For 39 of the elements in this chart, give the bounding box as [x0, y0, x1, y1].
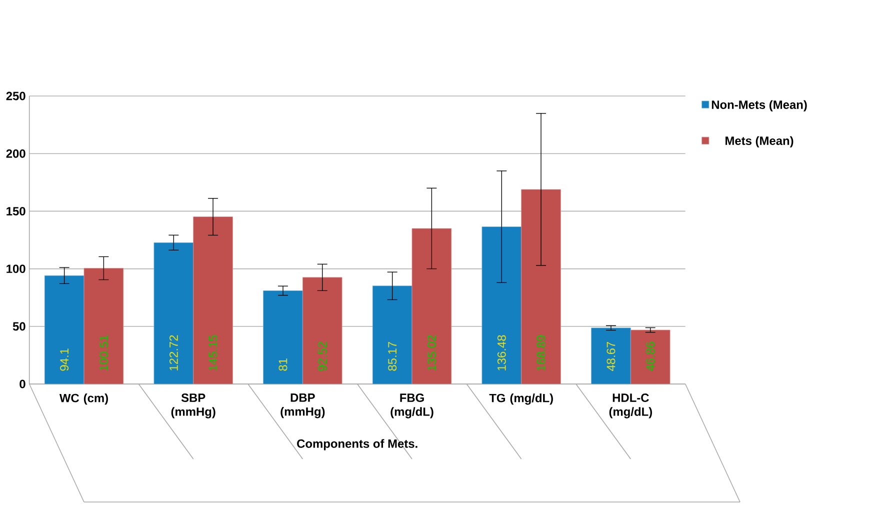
x-tick-label: SBP (mmHg): [171, 394, 216, 418]
bar: [521, 189, 561, 384]
bar: [630, 330, 670, 384]
data-label: 145.15: [208, 335, 218, 370]
legend-label: Mets (Mean): [726, 136, 794, 148]
y-tick-label: 100: [6, 264, 26, 274]
legend-label: Non-Mets (Mean): [712, 100, 807, 112]
y-tick-label: 250: [6, 92, 26, 100]
bar: [412, 228, 452, 384]
bar: [482, 226, 522, 384]
data-label: 46.86: [646, 342, 655, 371]
bar: [84, 268, 124, 384]
bar: [193, 216, 233, 384]
data-label: 81: [278, 358, 288, 371]
y-tick-label: 50: [12, 322, 26, 331]
data-label: 48.67: [606, 342, 616, 371]
data-label: 92.52: [318, 342, 327, 371]
x-tick-label: HDL-C (mg/dL): [609, 394, 652, 418]
x-tick-label: WC (cm): [59, 394, 108, 405]
data-label: 85.17: [388, 342, 397, 371]
data-label: 100.51: [99, 335, 108, 370]
data-label: 135.02: [427, 335, 436, 370]
data-label: 122.72: [169, 335, 178, 370]
y-tick-label: 150: [6, 206, 26, 216]
y-tick-label: 0: [20, 380, 26, 388]
bar: [591, 328, 631, 384]
data-label: 168.89: [536, 335, 546, 370]
y-tick-label: 200: [6, 149, 26, 158]
data-label: 94.1: [60, 348, 69, 371]
bar: [372, 286, 412, 384]
bar: [44, 275, 84, 384]
bar: [263, 290, 303, 384]
x-tick-label: DBP (mmHg): [280, 394, 325, 418]
x-tick-label: FBG (mg/dL): [390, 394, 434, 418]
x-tick-label: TG (mg/dL): [489, 394, 553, 405]
data-label: 136.48: [497, 335, 506, 370]
bar: [302, 277, 342, 384]
x-axis-title: Components of Mets.: [297, 439, 418, 450]
bar: [154, 242, 194, 384]
